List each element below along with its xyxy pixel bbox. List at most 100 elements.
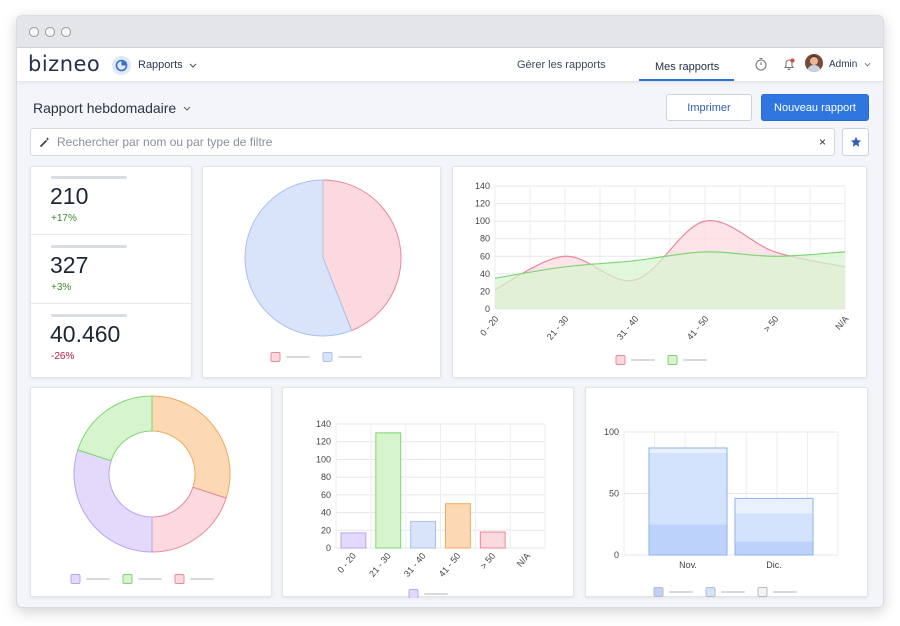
y-tick-label: 0 — [326, 543, 331, 553]
legend-swatch — [653, 587, 664, 597]
kpi-value: 40.460 — [50, 321, 121, 347]
bar — [479, 531, 506, 549]
kpi-change: -26% — [51, 351, 75, 362]
tab-my-reports[interactable]: Mes rapports — [655, 61, 720, 73]
page-title: Rapport hebdomadaire — [33, 100, 177, 116]
bar-chart: 0 20 40 60 80 100 120 140 0 - 20 21 - 30 31 - 40 41… — [316, 419, 546, 599]
print-button[interactable]: Imprimer — [666, 94, 752, 121]
legend-label-placeholder — [138, 578, 162, 580]
x-tick-label: N/A — [833, 314, 850, 332]
x-tick-label: 31 - 40 — [402, 551, 428, 579]
x-tick-label: 0 - 20 — [478, 314, 500, 338]
bar — [340, 532, 367, 549]
bar — [445, 503, 471, 549]
user-name[interactable]: Admin — [829, 59, 858, 70]
legend-swatch — [270, 352, 281, 362]
magic-wand-icon — [39, 137, 50, 148]
chevron-down-icon — [183, 106, 191, 111]
clear-search-button[interactable]: × — [818, 135, 826, 149]
avatar[interactable] — [805, 54, 823, 72]
legend-label-placeholder — [86, 578, 110, 580]
donut-slice — [77, 395, 153, 462]
y-tick-label: 120 — [316, 437, 331, 447]
legend-label-placeholder — [424, 593, 448, 595]
donut-chart-card — [30, 387, 272, 597]
stacked-bar-chart: 0 50 100 Nov. Dic. — [604, 427, 839, 597]
chevron-down-icon[interactable] — [864, 62, 871, 67]
area-fill — [495, 251, 845, 309]
report-selector[interactable]: Rapport hebdomadaire — [33, 100, 191, 116]
star-icon — [850, 136, 861, 147]
kpi-value: 327 — [50, 252, 89, 278]
title-bar — [17, 16, 883, 48]
series-line — [494, 220, 846, 291]
y-tick-label: 100 — [475, 216, 490, 226]
y-tick-label: 40 — [321, 508, 331, 518]
browser-window: bizneo Rapports Gérer les rapports Mes r… — [16, 15, 884, 608]
kpi-label-placeholder — [51, 245, 127, 248]
legend-swatch — [705, 587, 716, 597]
legend-swatch — [667, 355, 678, 365]
tab-manage-reports[interactable]: Gérer les rapports — [517, 59, 606, 71]
donut-chart — [70, 395, 231, 584]
timer-icon[interactable] — [754, 57, 768, 71]
y-tick-label: 40 — [480, 269, 490, 279]
favorite-button[interactable] — [842, 128, 869, 156]
y-tick-label: 80 — [321, 472, 331, 482]
kpi-item: 40.460 -26% — [31, 305, 191, 373]
pie-chart-card — [202, 166, 441, 378]
notification-bell-icon[interactable] — [782, 57, 796, 71]
window-close-dot[interactable] — [29, 27, 39, 37]
donut-slice — [151, 486, 227, 553]
brand-logo[interactable]: bizneo — [28, 52, 101, 76]
donut-slice — [73, 449, 153, 553]
x-tick-label: Dic. — [766, 560, 782, 570]
window-minimize-dot[interactable] — [45, 27, 55, 37]
y-tick-label: 0 — [614, 550, 619, 560]
top-navbar: bizneo Rapports Gérer les rapports Mes r… — [17, 48, 883, 82]
x-tick-label: 21 - 30 — [367, 551, 393, 579]
x-tick-label: N/A — [515, 551, 532, 569]
search-bar: × — [30, 128, 835, 156]
module-label: Rapports — [138, 59, 183, 71]
x-tick-label: 41 - 50 — [437, 551, 463, 579]
bar — [410, 520, 436, 549]
pie-chart — [244, 179, 402, 362]
legend-swatch — [122, 574, 133, 584]
area-chart-card: 0 20 40 60 80 100 120 140 0 - 20 21 - 30 31 - 40 41… — [452, 166, 867, 378]
module-selector[interactable]: Rapports — [112, 55, 197, 75]
kpi-label-placeholder — [51, 176, 127, 179]
bar — [375, 432, 402, 549]
legend-label-placeholder — [683, 359, 707, 361]
legend-swatch — [174, 574, 185, 584]
y-tick-label: 140 — [475, 181, 490, 191]
window-maximize-dot[interactable] — [61, 27, 71, 37]
pie-slice — [322, 179, 402, 332]
stacked-bar-chart-card: 0 50 100 Nov. Dic. — [585, 387, 868, 597]
legend-label-placeholder — [669, 591, 693, 593]
legend-label-placeholder — [286, 356, 310, 358]
bar-chart-card: 0 20 40 60 80 100 120 140 0 - 20 21 - 30 31 - 40 41… — [282, 387, 574, 599]
kpi-card: 210 +17% 327 +3% 40.460 -26% — [30, 166, 192, 378]
donut-slice — [151, 395, 231, 499]
x-tick-label: > 50 — [761, 314, 780, 334]
x-tick-label: Nov. — [679, 560, 697, 570]
kpi-change: +3% — [51, 282, 72, 293]
y-tick-label: 60 — [321, 490, 331, 500]
legend-swatch — [70, 574, 81, 584]
legend-label-placeholder — [721, 591, 745, 593]
legend-label-placeholder — [631, 359, 655, 361]
y-tick-label: 120 — [475, 199, 490, 209]
stacked-bar-outline — [648, 447, 728, 556]
x-tick-label: 41 - 50 — [685, 314, 711, 342]
x-tick-label: 21 - 30 — [545, 314, 571, 342]
y-tick-label: 0 — [485, 304, 490, 314]
new-report-button[interactable]: Nouveau rapport — [761, 94, 869, 121]
stacked-bar-outline — [734, 497, 814, 556]
y-tick-label: 60 — [480, 251, 490, 261]
legend-swatch — [757, 587, 768, 597]
search-input[interactable] — [57, 135, 797, 149]
legend-swatch — [408, 589, 419, 599]
pie-slice — [244, 179, 353, 337]
legend-swatch — [322, 352, 333, 362]
